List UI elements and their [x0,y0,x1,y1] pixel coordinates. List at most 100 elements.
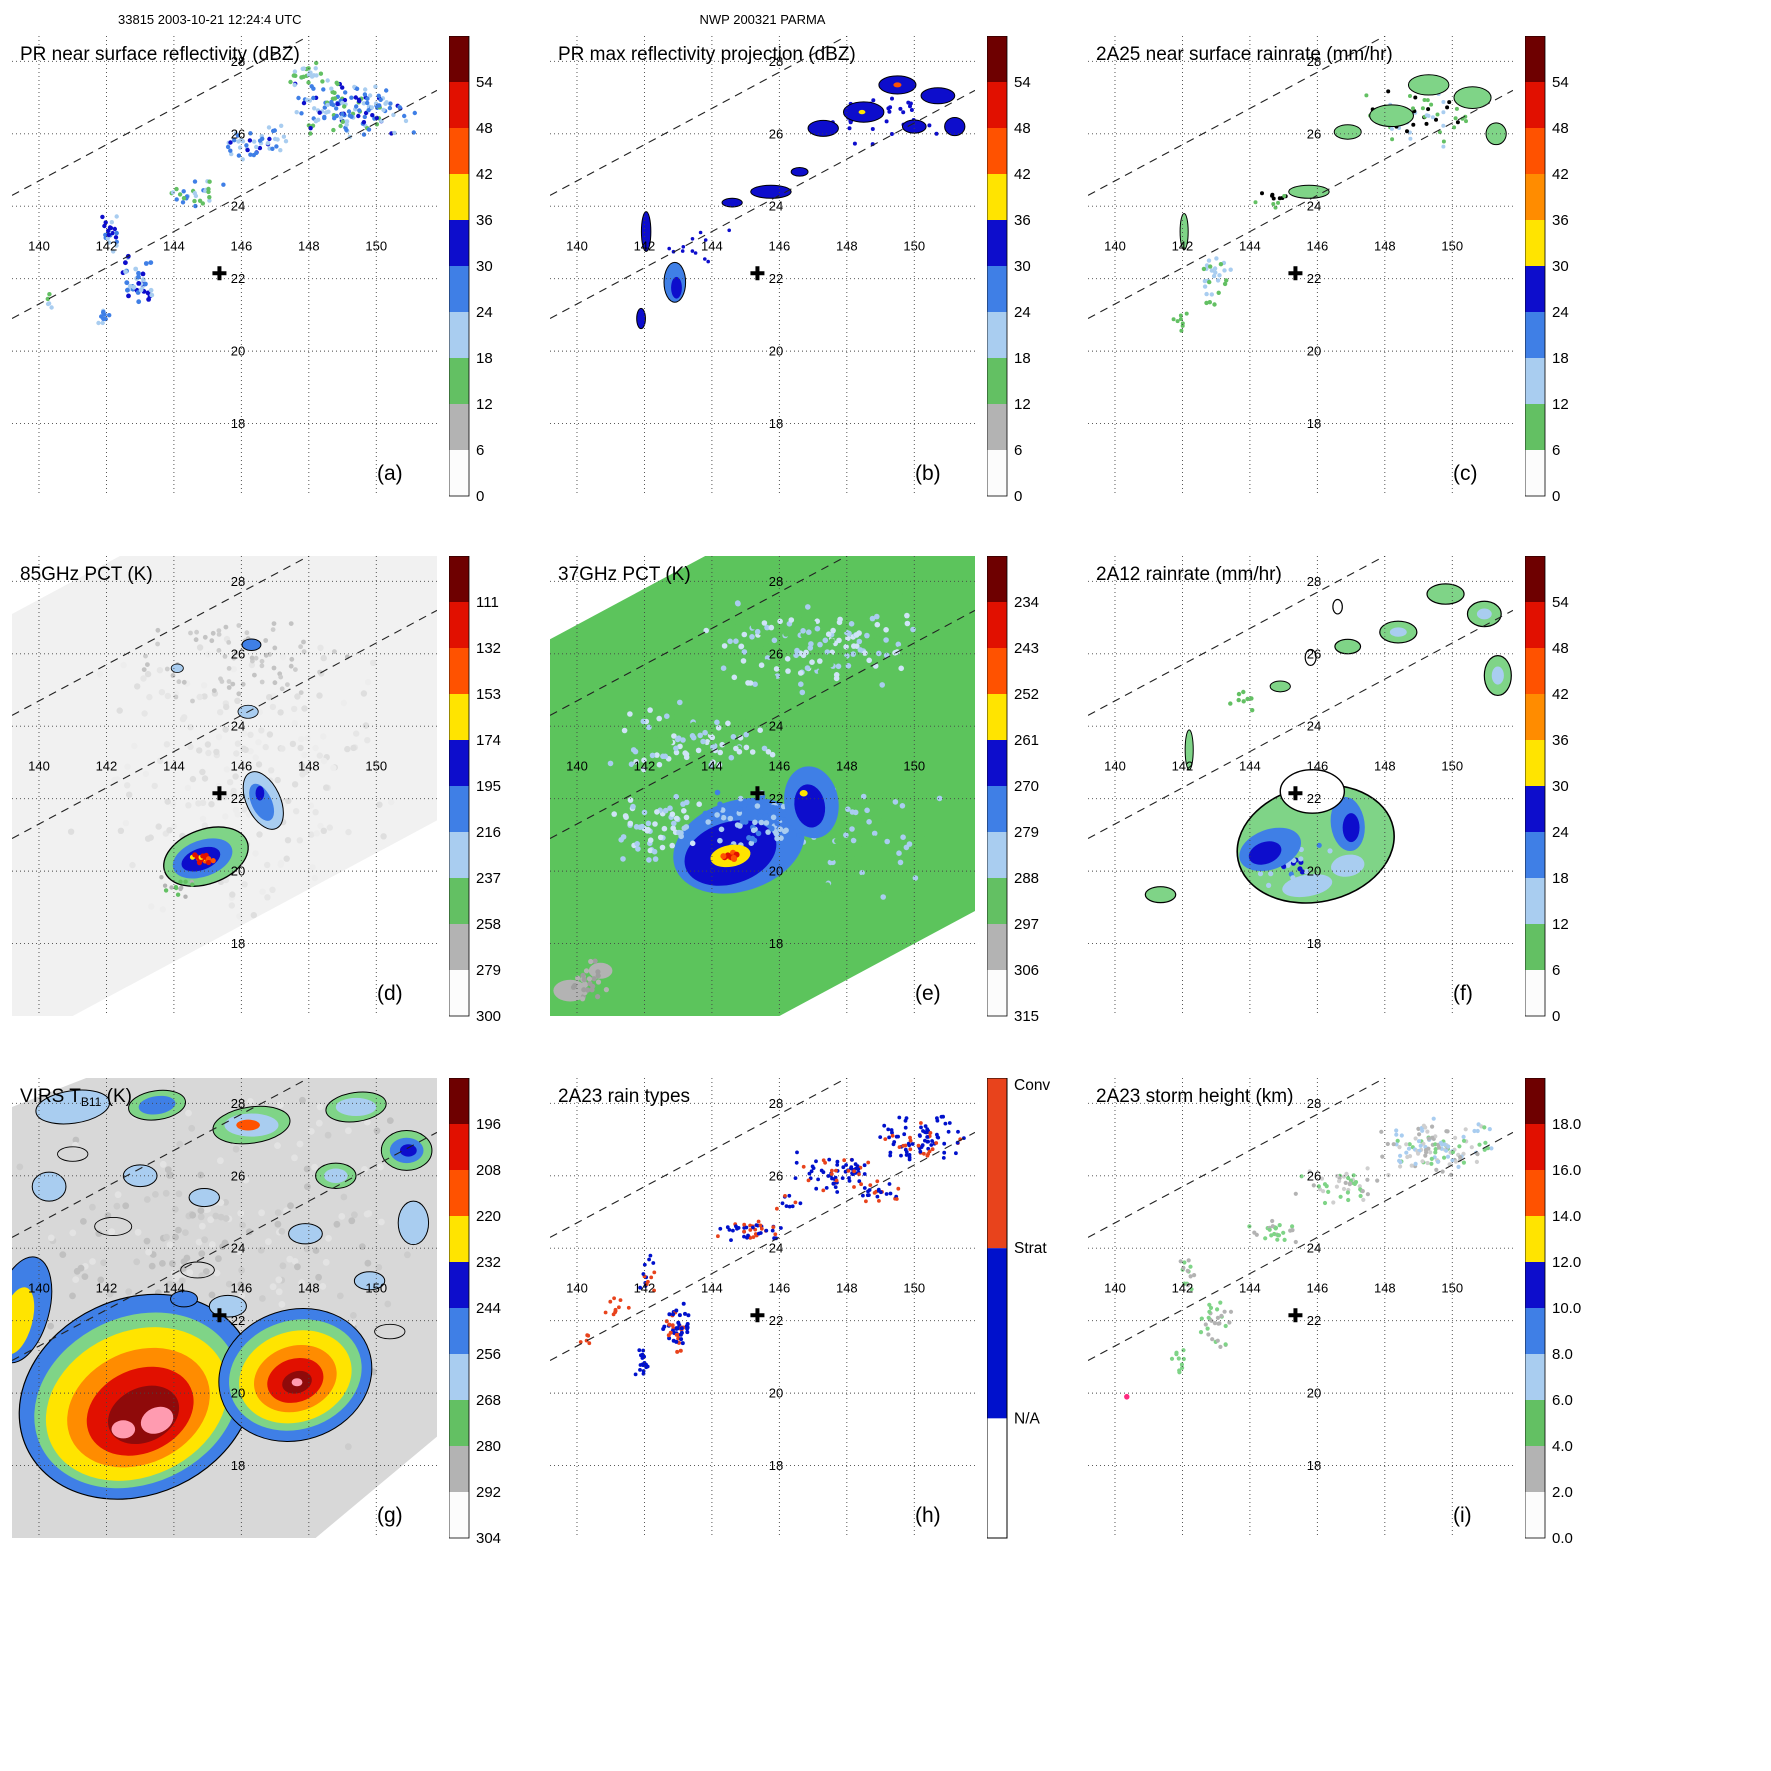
storm-center-marker [750,1308,765,1323]
panel-e: 140 142 144 146 148 150 18 20 22 24 26 28 37GHz PCT … [550,556,1090,1041]
tick-labels: 140 142 144 146 148 150 18 20 22 24 26 28 [566,1096,925,1473]
svg-text:48: 48 [476,120,493,137]
svg-text:144: 144 [701,758,723,773]
map-data-layer-h [578,1114,966,1377]
colorbar-i: 18.0 16.0 14.0 12.0 10.0 8.0 6.0 4.0 2.0 0.0 [1525,1078,1581,1547]
svg-text:24: 24 [1307,1241,1321,1256]
latlon-grid [12,36,437,496]
svg-text:24: 24 [1307,199,1321,214]
svg-text:14.0: 14.0 [1552,1208,1581,1225]
svg-text:292: 292 [476,1484,501,1501]
panel-title-a: PR near surface reflectivity (dBZ) [20,44,300,65]
map-plot-g: 140 142 144 146 148 150 18 20 22 24 26 28 VIRS TB11 … [12,1078,437,1538]
svg-text:243: 243 [1014,640,1039,657]
svg-text:22: 22 [231,271,245,286]
swath-edge-lines [550,1078,975,1362]
svg-text:297: 297 [1014,916,1039,933]
svg-text:150: 150 [1441,758,1463,773]
svg-text:140: 140 [28,758,50,773]
panel-letter-b: (b) [915,462,941,485]
svg-text:28: 28 [1307,1096,1321,1111]
svg-text:24: 24 [476,304,493,321]
latlon-grid [12,1078,437,1538]
svg-text:24: 24 [1552,304,1569,321]
svg-text:22: 22 [769,791,783,806]
svg-text:24: 24 [769,719,783,734]
map-plot-f: 140 142 144 146 148 150 18 20 22 24 26 28 2A12 rainr… [1088,556,1513,1016]
panel-letter-i: (i) [1453,1504,1472,1527]
svg-text:148: 148 [298,758,320,773]
svg-text:18: 18 [231,1458,245,1473]
svg-text:232: 232 [476,1254,501,1271]
svg-text:28: 28 [1307,54,1321,69]
svg-text:279: 279 [1014,824,1039,841]
svg-text:150: 150 [1441,238,1463,253]
svg-text:111: 111 [476,594,499,611]
storm-center-marker [1288,266,1303,281]
svg-text:0: 0 [1552,1008,1560,1025]
svg-text:144: 144 [701,238,723,253]
svg-text:48: 48 [1552,120,1569,137]
panel-title-c: 2A25 near surface rainrate (mm/hr) [1096,44,1393,65]
svg-text:306: 306 [1014,962,1039,979]
svg-text:12.0: 12.0 [1552,1254,1581,1271]
svg-text:54: 54 [1552,594,1569,611]
svg-text:6: 6 [1014,442,1022,459]
swath-edge-lines [550,556,975,840]
svg-text:140: 140 [566,758,588,773]
svg-text:6: 6 [476,442,484,459]
panel-d: 140 142 144 146 148 150 18 20 22 24 26 28 85GHz PCT … [12,556,552,1041]
svg-text:0: 0 [1014,488,1022,505]
svg-text:36: 36 [476,212,493,229]
tick-labels: 140 142 144 146 148 150 18 20 22 24 26 28 [28,1096,387,1473]
svg-text:26: 26 [1307,1168,1321,1183]
storm-center-marker [1288,786,1303,801]
svg-text:148: 148 [298,238,320,253]
svg-text:304: 304 [476,1530,501,1547]
map-plot-e: 140 142 144 146 148 150 18 20 22 24 26 28 37GHz PCT … [550,556,975,1016]
svg-text:36: 36 [1552,212,1569,229]
tick-labels: 140 142 144 146 148 150 18 20 22 24 26 28 [28,574,387,951]
svg-text:22: 22 [769,1313,783,1328]
swath-edge-lines [1088,1078,1513,1362]
svg-text:54: 54 [1552,74,1569,91]
svg-text:26: 26 [231,126,245,141]
map-plot-d: 140 142 144 146 148 150 18 20 22 24 26 28 85GHz PCT … [12,556,437,1016]
storm-center-marker [212,786,227,801]
latlon-grid [550,36,975,496]
panel-b: 140 142 144 146 148 150 18 20 22 24 26 28 PR max ref… [550,36,1090,521]
map-data-layer-d [12,556,437,1016]
svg-text:0.0: 0.0 [1552,1530,1573,1547]
svg-text:142: 142 [96,758,118,773]
svg-text:12: 12 [1014,396,1031,413]
svg-text:142: 142 [1172,758,1194,773]
svg-text:28: 28 [769,54,783,69]
svg-text:28: 28 [231,574,245,589]
svg-text:24: 24 [1552,824,1569,841]
map-data-layer-b [636,75,966,330]
svg-text:144: 144 [163,758,185,773]
svg-text:54: 54 [476,74,493,91]
svg-text:20: 20 [231,864,245,879]
svg-text:279: 279 [476,962,501,979]
svg-text:26: 26 [769,1168,783,1183]
latlon-grid [550,1078,975,1538]
svg-text:20: 20 [1307,1386,1321,1401]
svg-text:18: 18 [1307,1458,1321,1473]
svg-text:146: 146 [231,1280,253,1295]
svg-text:30: 30 [1552,778,1569,795]
colorbar-c: 54 48 42 36 30 24 18 12 6 0 [1525,36,1569,505]
svg-text:140: 140 [566,1280,588,1295]
svg-text:12: 12 [1552,916,1569,933]
svg-text:22: 22 [769,271,783,286]
svg-text:6: 6 [1552,442,1560,459]
svg-text:146: 146 [1307,238,1329,253]
svg-text:30: 30 [476,258,493,275]
colorbar-d: 111 132 153 174 195 216 237 258 279 300 [449,556,501,1025]
svg-text:0: 0 [1552,488,1560,505]
svg-text:256: 256 [476,1346,501,1363]
svg-text:146: 146 [769,238,791,253]
